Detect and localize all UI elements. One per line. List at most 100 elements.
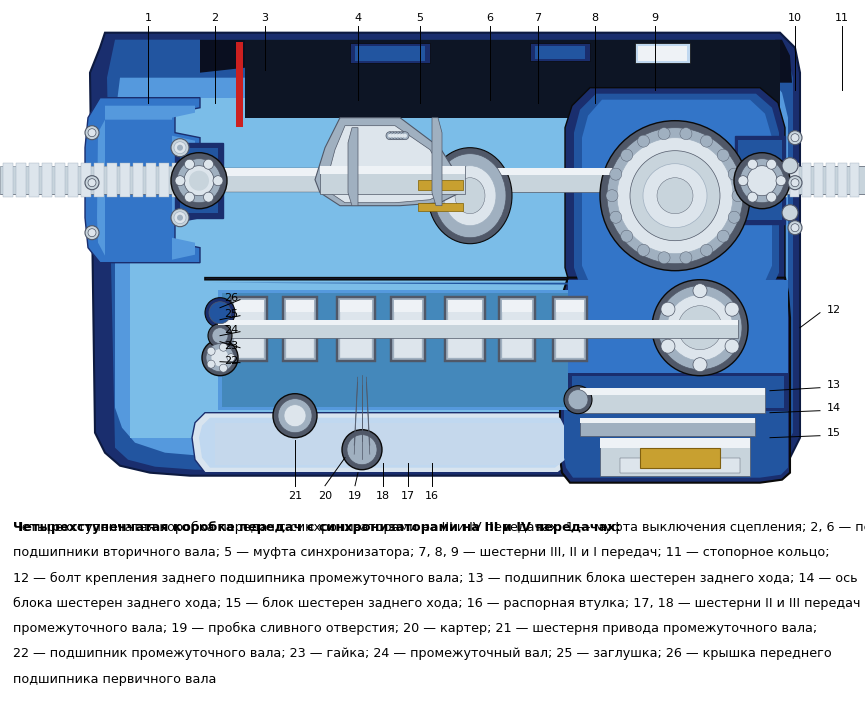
Circle shape <box>85 176 99 190</box>
Bar <box>175 143 223 217</box>
Circle shape <box>189 171 209 191</box>
Circle shape <box>621 149 632 161</box>
Circle shape <box>607 128 743 263</box>
Text: 10: 10 <box>788 13 802 23</box>
Circle shape <box>667 294 733 361</box>
Circle shape <box>209 301 231 323</box>
Circle shape <box>661 339 675 353</box>
Circle shape <box>177 215 183 221</box>
Polygon shape <box>560 277 790 483</box>
Bar <box>738 140 782 220</box>
Circle shape <box>184 192 195 202</box>
Bar <box>802 162 811 197</box>
Bar <box>418 180 463 190</box>
Circle shape <box>212 328 228 344</box>
Bar <box>94 162 104 197</box>
Bar <box>554 298 586 359</box>
Bar <box>460 168 740 192</box>
Circle shape <box>568 390 588 409</box>
Bar <box>850 162 859 197</box>
Text: 19: 19 <box>348 491 362 501</box>
Text: 25: 25 <box>224 309 238 318</box>
Bar <box>826 162 835 197</box>
Text: 17: 17 <box>401 491 415 501</box>
Bar <box>68 162 78 197</box>
Circle shape <box>766 192 777 202</box>
Bar <box>236 42 243 126</box>
Circle shape <box>776 176 786 186</box>
Bar <box>572 376 784 407</box>
Bar <box>778 162 787 197</box>
Text: 15: 15 <box>827 428 841 438</box>
Polygon shape <box>199 418 565 467</box>
Bar <box>107 162 117 197</box>
Bar <box>444 296 486 361</box>
Polygon shape <box>200 40 792 83</box>
Bar <box>790 162 799 197</box>
Circle shape <box>202 340 238 376</box>
Circle shape <box>747 192 758 202</box>
Polygon shape <box>432 118 442 205</box>
Circle shape <box>661 302 675 316</box>
Bar <box>133 162 143 197</box>
Circle shape <box>725 302 739 316</box>
Circle shape <box>401 132 409 140</box>
Text: 8: 8 <box>592 13 599 23</box>
Text: 13: 13 <box>827 380 841 390</box>
Bar <box>766 162 775 197</box>
Bar <box>130 97 750 438</box>
Bar <box>392 298 424 359</box>
Circle shape <box>652 280 748 376</box>
Circle shape <box>400 133 404 138</box>
Bar <box>580 388 765 413</box>
Circle shape <box>638 135 650 147</box>
Text: 20: 20 <box>318 491 332 501</box>
Bar <box>42 162 52 197</box>
Text: 22 — подшипник промежуточного вала; 23 — гайка; 24 — промежуточный вал; 25 — заг: 22 — подшипник промежуточного вала; 23 —… <box>13 647 832 660</box>
Circle shape <box>171 209 189 227</box>
Text: блока шестерен заднего хода; 15 — блок шестерен заднего хода; 16 — распорная вту: блока шестерен заднего хода; 15 — блок ш… <box>13 597 861 610</box>
Bar <box>222 293 734 407</box>
Circle shape <box>177 159 221 203</box>
Bar <box>338 298 374 359</box>
Circle shape <box>738 176 748 186</box>
Circle shape <box>658 252 670 264</box>
Text: 16: 16 <box>425 491 439 501</box>
Polygon shape <box>565 88 785 308</box>
Bar <box>0 166 195 193</box>
Circle shape <box>791 179 799 186</box>
Bar <box>320 166 465 193</box>
Circle shape <box>206 344 234 371</box>
Circle shape <box>693 358 707 371</box>
Bar <box>195 168 345 192</box>
Circle shape <box>678 306 722 349</box>
Circle shape <box>606 190 618 202</box>
Bar <box>580 388 765 395</box>
Polygon shape <box>107 40 793 469</box>
Ellipse shape <box>444 166 496 226</box>
Bar <box>218 320 738 337</box>
Text: подшипники вторичного вала; 5 — муфта синхронизатора; 7, 8, 9 — шестерни III, II: подшипники вторичного вала; 5 — муфта си… <box>13 546 830 559</box>
Circle shape <box>284 405 306 426</box>
Circle shape <box>734 152 790 209</box>
Text: 9: 9 <box>651 13 658 23</box>
Bar <box>740 166 865 193</box>
Bar <box>500 298 534 359</box>
Circle shape <box>788 176 802 190</box>
Polygon shape <box>192 413 570 473</box>
Bar <box>502 299 532 358</box>
Text: 3: 3 <box>261 13 268 23</box>
Bar <box>159 162 169 197</box>
Circle shape <box>782 157 798 174</box>
Polygon shape <box>97 106 195 260</box>
Polygon shape <box>205 277 765 419</box>
Circle shape <box>171 152 227 209</box>
Bar <box>3 162 13 197</box>
Text: 14: 14 <box>827 402 841 413</box>
Bar <box>180 148 218 213</box>
Circle shape <box>184 166 214 196</box>
Circle shape <box>85 226 99 240</box>
Circle shape <box>701 244 713 256</box>
Circle shape <box>397 133 401 138</box>
Circle shape <box>658 286 742 370</box>
